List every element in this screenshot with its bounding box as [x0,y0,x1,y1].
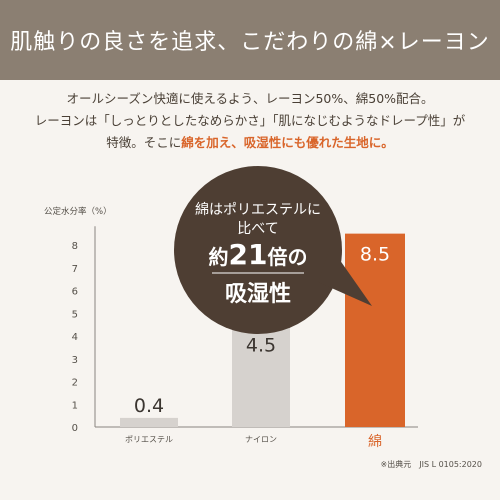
callout-circle [174,166,342,334]
intro-line-3-highlight: 綿を加え、吸湿性にも優れた生地に。 [181,135,394,150]
intro-line-1: オールシーズン快適に使えるよう、レーヨン50%、綿50%配合。 [66,91,434,106]
page-title: 肌触りの良さを追求、こだわりの綿×レーヨン [10,30,490,55]
bar-value-label: 4.5 [246,335,276,357]
bar [120,417,178,427]
callout-suffix: 倍の [267,245,307,269]
y-tick-label: 3 [72,355,78,366]
callout-pointer [318,246,372,306]
callout-number: 21 [229,238,268,271]
intro-text: オールシーズン快適に使えるよう、レーヨン50%、綿50%配合。 レーヨンは「しっ… [0,88,500,154]
intro-line-3-plain: 特徴。そこに [106,135,182,150]
y-tick-label: 6 [72,287,78,298]
source-note: ※出典元 JIS L 0105:2020 [381,459,482,469]
x-category-label: ポリエステル [125,435,173,444]
callout-line-4: 吸湿性 [225,282,291,307]
callout-bubble: 綿はポリエステルに 比べて 約21倍の 吸湿性 [174,166,372,334]
y-tick-label: 2 [72,378,78,389]
x-category-label: 綿 [368,434,382,450]
y-axis-label: 公定水分率（%） [44,206,112,217]
bar [345,233,405,427]
intro-line-3: 特徴。そこに綿を加え、吸湿性にも優れた生地に。 [0,132,500,154]
y-tick-label: 0 [72,423,78,434]
y-tick-label: 7 [72,264,78,275]
intro-line-2: レーヨンは「しっとりとしたなめらかさ」「肌になじむようなドレープ性」が [34,113,466,128]
header-banner: 肌触りの良さを追求、こだわりの綿×レーヨン [0,0,500,80]
x-category-label: ナイロン [245,435,277,444]
bar-value-label: 8.5 [360,244,390,266]
bar [232,324,290,427]
y-tick-label: 4 [72,332,78,343]
y-tick-label: 1 [72,400,78,411]
bar-value-label: 0.4 [134,395,164,417]
callout-line-3: 約21倍の [209,238,308,271]
y-tick-label: 5 [72,309,78,320]
callout-prefix: 約 [209,245,229,269]
y-tick-label: 8 [72,241,78,252]
callout-line-1: 綿はポリエステルに [195,202,321,218]
callout-line-2: 比べて [237,221,278,237]
